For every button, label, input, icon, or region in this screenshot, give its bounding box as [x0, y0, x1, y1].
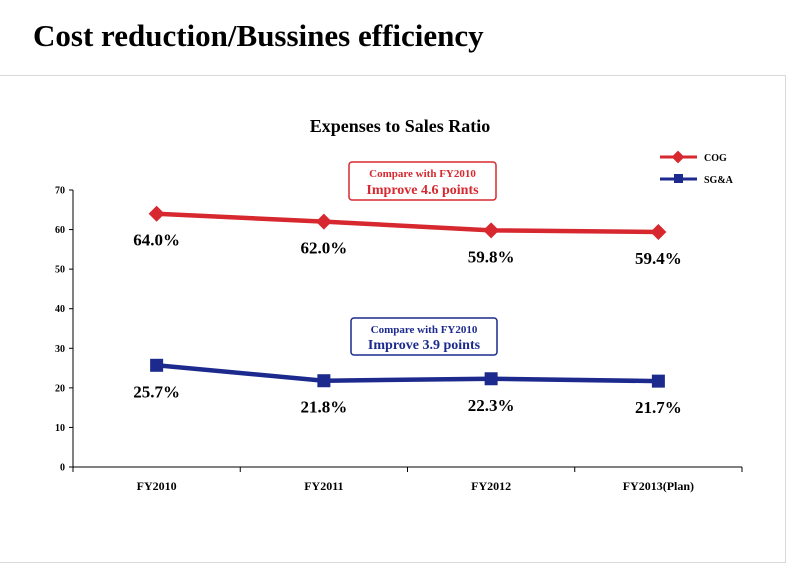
- chart-title: Expenses to Sales Ratio: [310, 116, 491, 136]
- callout-sga-line1: Compare with FY2010: [371, 324, 478, 336]
- y-tick-label: 70: [55, 186, 65, 197]
- frame-border-right: [785, 75, 786, 563]
- page-title: Cost reduction/Bussines efficiency: [33, 18, 484, 53]
- sga-data-label: 22.3%: [468, 396, 515, 415]
- cog-point-marker: [483, 222, 500, 239]
- sga-data-label: 21.7%: [635, 398, 682, 417]
- legend-cog-marker: [671, 150, 685, 164]
- sga-point-marker: [651, 374, 665, 388]
- callout-sga-box: [350, 317, 498, 356]
- sga-point-marker: [150, 358, 164, 372]
- cog-data-label: 59.8%: [468, 247, 515, 266]
- x-tick-label: FY2012: [471, 479, 511, 493]
- y-tick-label: 0: [60, 463, 65, 474]
- series-line-cog: [156, 211, 659, 235]
- x-tick-label: FY2010: [137, 479, 177, 493]
- y-tick-label: 30: [55, 344, 65, 355]
- legend-sga-marker: [674, 174, 683, 183]
- callout-sga: Compare with FY2010 Improve 3.9 points: [350, 317, 498, 356]
- legend-cog-label: COG: [704, 153, 727, 164]
- y-tick-label: 40: [55, 304, 65, 315]
- y-tick-label: 60: [55, 225, 65, 236]
- callout-sga-line2: Improve 3.9 points: [368, 338, 481, 353]
- cog-data-label: 64.0%: [133, 231, 180, 250]
- cog-point-marker: [315, 213, 332, 230]
- callout-cog-line2: Improve 4.6 points: [366, 183, 479, 198]
- cog-data-label: 59.4%: [635, 249, 682, 268]
- y-tick-label: 20: [55, 383, 65, 394]
- cog-point-marker: [650, 223, 667, 240]
- frame-border-top: [0, 75, 786, 564]
- legend: COG SG&A: [660, 150, 734, 186]
- cog-point-marker: [148, 205, 165, 222]
- sga-data-label: 25.7%: [133, 382, 180, 401]
- sga-data-label: 21.8%: [301, 398, 348, 417]
- legend-sga-label: SG&A: [704, 175, 734, 186]
- plot-area: 0 10 20 30 40 50 60 70 FY2010 FY2011 FY2012 FY2013(…: [55, 186, 743, 493]
- callout-cog-line1: Compare with FY2010: [369, 168, 476, 180]
- x-tick-label: FY2013(Plan): [623, 479, 694, 493]
- y-tick-label: 50: [55, 265, 65, 276]
- y-tick-label: 10: [55, 423, 65, 434]
- x-tick-label: FY2011: [304, 479, 343, 493]
- series-line-sga: [156, 363, 659, 384]
- callout-cog-box: [348, 161, 497, 201]
- cog-data-label: 62.0%: [301, 239, 348, 258]
- sga-point-marker: [317, 374, 331, 388]
- sga-point-marker: [484, 372, 498, 386]
- callout-cog: Compare with FY2010 Improve 4.6 points: [348, 161, 497, 201]
- frame-border-bottom: [0, 562, 786, 563]
